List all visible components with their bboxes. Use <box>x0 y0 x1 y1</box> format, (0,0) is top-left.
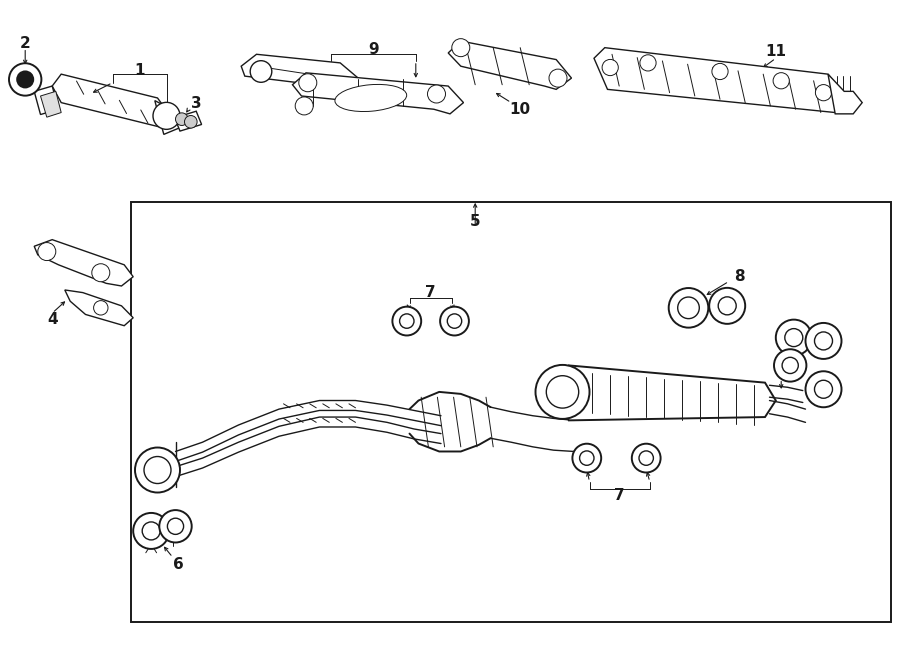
Circle shape <box>546 376 579 408</box>
Text: 8: 8 <box>734 269 745 284</box>
Circle shape <box>782 357 798 373</box>
Circle shape <box>774 350 806 381</box>
Circle shape <box>167 518 184 534</box>
Circle shape <box>295 97 313 115</box>
Circle shape <box>447 314 462 328</box>
Circle shape <box>678 297 699 318</box>
Circle shape <box>250 61 272 82</box>
Text: 9: 9 <box>368 42 379 57</box>
Circle shape <box>669 288 708 328</box>
Circle shape <box>16 70 34 89</box>
Text: 7: 7 <box>614 488 625 502</box>
Polygon shape <box>241 54 358 89</box>
Circle shape <box>549 69 567 87</box>
Circle shape <box>299 73 317 92</box>
Circle shape <box>776 320 812 355</box>
Polygon shape <box>176 401 441 461</box>
Bar <box>130 202 891 622</box>
Circle shape <box>400 314 414 328</box>
Circle shape <box>184 115 197 128</box>
Text: 2: 2 <box>20 36 31 50</box>
Circle shape <box>38 242 56 261</box>
Circle shape <box>814 380 832 399</box>
Text: 3: 3 <box>191 97 202 111</box>
Text: 1: 1 <box>134 64 145 78</box>
Polygon shape <box>40 91 61 117</box>
Circle shape <box>9 64 41 95</box>
Circle shape <box>572 444 601 473</box>
Polygon shape <box>34 86 58 115</box>
Polygon shape <box>175 111 202 131</box>
Polygon shape <box>52 74 169 127</box>
Circle shape <box>806 371 842 407</box>
Circle shape <box>142 522 160 540</box>
Text: 11: 11 <box>765 44 787 59</box>
Circle shape <box>815 85 832 101</box>
Polygon shape <box>828 74 862 114</box>
Text: 10: 10 <box>509 102 531 117</box>
Circle shape <box>392 307 421 336</box>
Circle shape <box>153 103 180 129</box>
Circle shape <box>144 457 171 483</box>
Circle shape <box>773 73 789 89</box>
Text: 7: 7 <box>425 285 436 300</box>
Circle shape <box>159 510 192 542</box>
Polygon shape <box>34 240 133 286</box>
Circle shape <box>133 513 169 549</box>
Polygon shape <box>410 392 490 451</box>
Text: 8: 8 <box>776 365 787 379</box>
Polygon shape <box>176 417 441 477</box>
Circle shape <box>580 451 594 465</box>
Circle shape <box>452 38 470 57</box>
Circle shape <box>709 288 745 324</box>
Circle shape <box>536 365 590 419</box>
Circle shape <box>806 323 842 359</box>
Polygon shape <box>65 290 133 326</box>
Polygon shape <box>594 48 844 113</box>
Text: 6: 6 <box>173 557 184 571</box>
Circle shape <box>712 64 728 79</box>
Polygon shape <box>292 73 464 114</box>
Polygon shape <box>556 365 776 420</box>
Ellipse shape <box>335 85 407 111</box>
Circle shape <box>640 55 656 71</box>
Circle shape <box>639 451 653 465</box>
Circle shape <box>632 444 661 473</box>
Circle shape <box>135 448 180 493</box>
Circle shape <box>814 332 832 350</box>
Polygon shape <box>448 41 572 89</box>
Circle shape <box>602 60 618 75</box>
Circle shape <box>718 297 736 315</box>
Circle shape <box>785 328 803 347</box>
Circle shape <box>176 113 188 126</box>
Circle shape <box>428 85 446 103</box>
Circle shape <box>94 301 108 315</box>
Circle shape <box>92 263 110 282</box>
Text: 4: 4 <box>47 312 58 326</box>
Circle shape <box>440 307 469 336</box>
Text: 5: 5 <box>470 214 481 229</box>
Polygon shape <box>155 101 184 134</box>
